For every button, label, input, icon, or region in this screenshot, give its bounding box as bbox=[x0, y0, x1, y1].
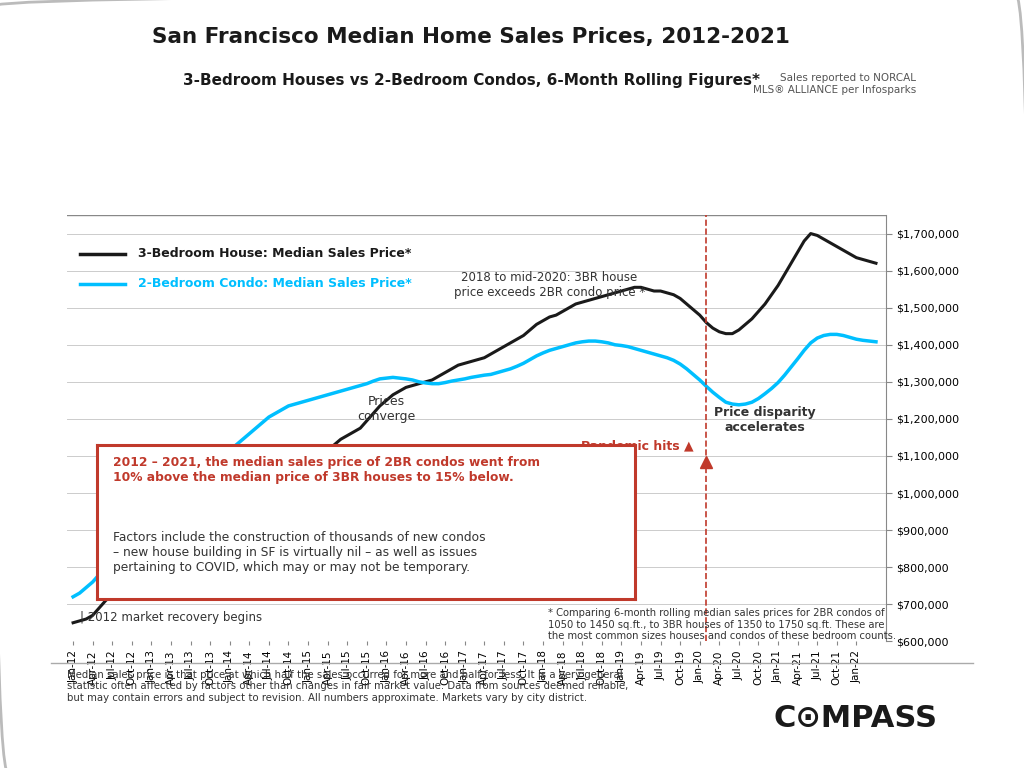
Text: 2-Bedroom Condo: Median Sales Price*: 2-Bedroom Condo: Median Sales Price* bbox=[138, 277, 412, 290]
Text: 3-Bedroom Houses vs 2-Bedroom Condos, 6-Month Rolling Figures*: 3-Bedroom Houses vs 2-Bedroom Condos, 6-… bbox=[182, 73, 760, 88]
Text: Prices
converge: Prices converge bbox=[357, 395, 416, 423]
Text: Median sales price is that price at which half the sales occurred for more and h: Median sales price is that price at whic… bbox=[67, 670, 628, 703]
Text: 2012 – 2021, the median sales price of 2BR condos went from
10% above the median: 2012 – 2021, the median sales price of 2… bbox=[114, 456, 541, 484]
Text: * Comparing 6-month rolling median sales prices for 2BR condos of
1050 to 1450 s: * Comparing 6-month rolling median sales… bbox=[548, 608, 896, 641]
Text: C⊙MPASS: C⊙MPASS bbox=[773, 703, 937, 733]
Text: 3-Bedroom House: Median Sales Price*: 3-Bedroom House: Median Sales Price* bbox=[138, 247, 412, 260]
Text: Pandemic hits ▲: Pandemic hits ▲ bbox=[581, 439, 693, 452]
Text: | 2012 market recovery begins: | 2012 market recovery begins bbox=[80, 611, 262, 624]
Text: San Francisco Median Home Sales Prices, 2012-2021: San Francisco Median Home Sales Prices, … bbox=[153, 27, 790, 47]
Text: Sales reported to NORCAL
MLS® ALLIANCE per Infosparks: Sales reported to NORCAL MLS® ALLIANCE p… bbox=[754, 73, 916, 94]
Text: Price disparity
accelerates: Price disparity accelerates bbox=[714, 406, 816, 434]
Text: Factors include the construction of thousands of new condos
– new house building: Factors include the construction of thou… bbox=[114, 531, 486, 574]
Text: 2012 to 2016: median 2BR condo prices
run higher than median 3BR house prices*: 2012 to 2016: median 2BR condo prices ru… bbox=[105, 489, 373, 518]
Text: 2018 to mid-2020: 3BR house
price exceeds 2BR condo price *: 2018 to mid-2020: 3BR house price exceed… bbox=[454, 270, 645, 299]
